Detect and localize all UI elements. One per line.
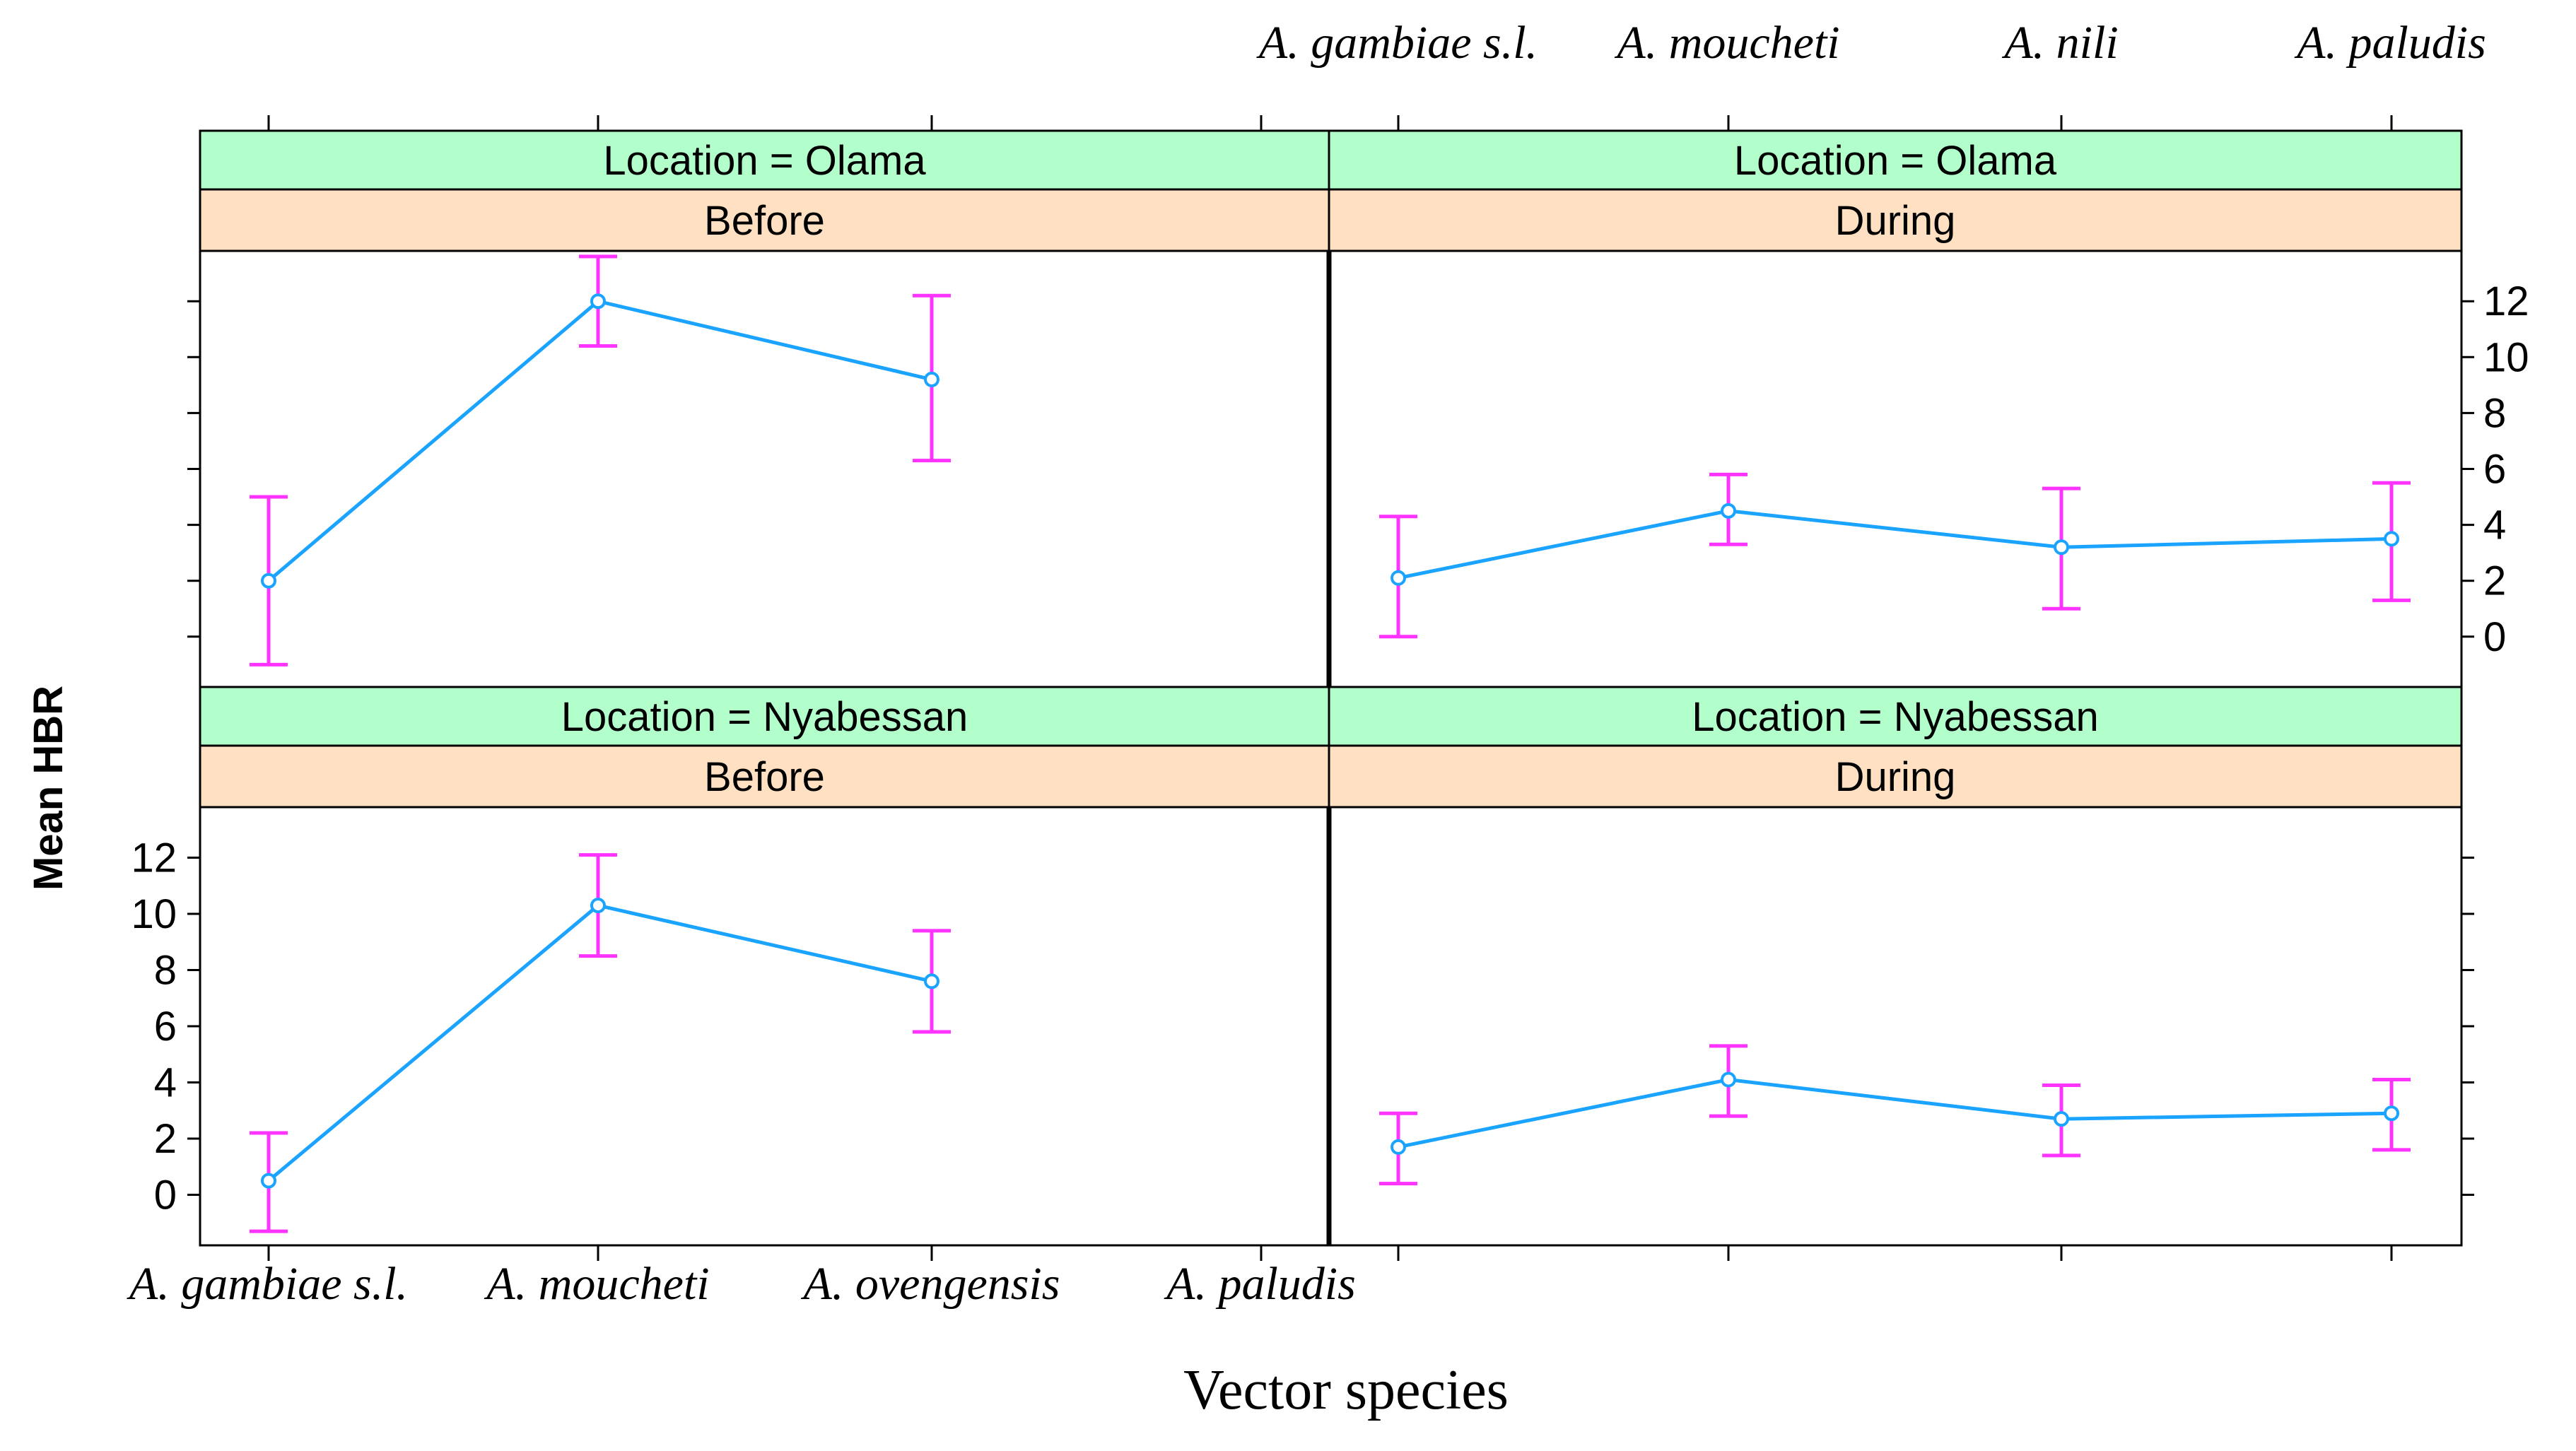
data-point xyxy=(2054,539,2069,556)
series-line xyxy=(267,903,932,1182)
data-point xyxy=(2054,1111,2069,1127)
x-tick-label: A. gambiae s.l. xyxy=(127,1258,408,1310)
location-strip-label: Location = Nyabessan xyxy=(561,694,968,740)
y-tick-label: 10 xyxy=(2483,334,2529,380)
period-strip xyxy=(1328,744,2463,809)
period-strip xyxy=(199,188,1330,252)
location-strip-label: Location = Olama xyxy=(1734,138,2057,184)
data-point xyxy=(924,973,939,989)
x-tick-label: A. ovengensis xyxy=(801,1258,1060,1310)
x-tick-label: A. moucheti xyxy=(484,1258,709,1310)
x-tick-label: A. nili xyxy=(2001,17,2118,69)
series-line xyxy=(1398,509,2392,580)
x-tick-label: A. gambiae s.l. xyxy=(1256,17,1538,69)
y-tick-label: 4 xyxy=(2483,503,2506,548)
y-tick-label: 6 xyxy=(2483,447,2506,493)
x-axis-label: Vector species xyxy=(1183,1359,1509,1421)
x-tick-label: A. paludis xyxy=(1164,1258,1356,1310)
series-line xyxy=(267,299,932,582)
y-tick-label: 2 xyxy=(154,1116,177,1162)
y-tick-label: 0 xyxy=(2483,614,2506,660)
y-tick-label: 0 xyxy=(154,1172,177,1218)
y-axis-label: Mean HBR xyxy=(25,686,71,891)
data-point xyxy=(590,898,606,914)
y-tick-label: 10 xyxy=(131,891,177,937)
data-point xyxy=(590,293,606,310)
x-tick-label: A. paludis xyxy=(2294,17,2486,69)
period-strip-label: During xyxy=(1835,198,1956,244)
y-tick-label: 12 xyxy=(2483,278,2529,324)
data-point xyxy=(924,371,939,387)
y-tick-label: 4 xyxy=(154,1059,177,1105)
data-point xyxy=(1391,1139,1406,1155)
location-strip xyxy=(199,129,1330,191)
data-point xyxy=(2384,1105,2399,1122)
data-point xyxy=(2384,531,2399,547)
y-tick-label: 8 xyxy=(2483,390,2506,436)
data-point xyxy=(1721,503,1736,519)
period-strip-label: During xyxy=(1835,754,1956,800)
panel-frame xyxy=(199,249,1330,688)
period-strip-label: Before xyxy=(704,198,825,244)
panel-frame xyxy=(1328,806,2463,1247)
data-point xyxy=(1721,1071,1736,1088)
y-tick-label: 2 xyxy=(2483,558,2506,604)
period-strip-label: Before xyxy=(704,754,825,800)
panel-2: Location = Olama During xyxy=(1328,129,2463,688)
location-strip-label: Location = Olama xyxy=(603,138,926,184)
panel-frame xyxy=(1328,249,2463,688)
y-tick-label: 6 xyxy=(154,1004,177,1050)
panel-frame xyxy=(199,806,1330,1247)
panel-4: Location = Nyabessan During xyxy=(1328,686,2463,1247)
location-strip xyxy=(199,686,1330,747)
x-tick-label: A. moucheti xyxy=(1614,17,1839,69)
series-line xyxy=(1398,1077,2392,1149)
data-point xyxy=(1391,570,1406,586)
panel-3: Location = Nyabessan Before xyxy=(199,686,1330,1247)
data-point xyxy=(261,1173,276,1189)
y-tick-label: 12 xyxy=(131,835,177,881)
data-point xyxy=(261,572,276,589)
y-tick-label: 8 xyxy=(154,948,177,994)
panel-1: Location = Olama Before xyxy=(199,129,1330,688)
location-strip-label: Location = Nyabessan xyxy=(1692,694,2099,740)
